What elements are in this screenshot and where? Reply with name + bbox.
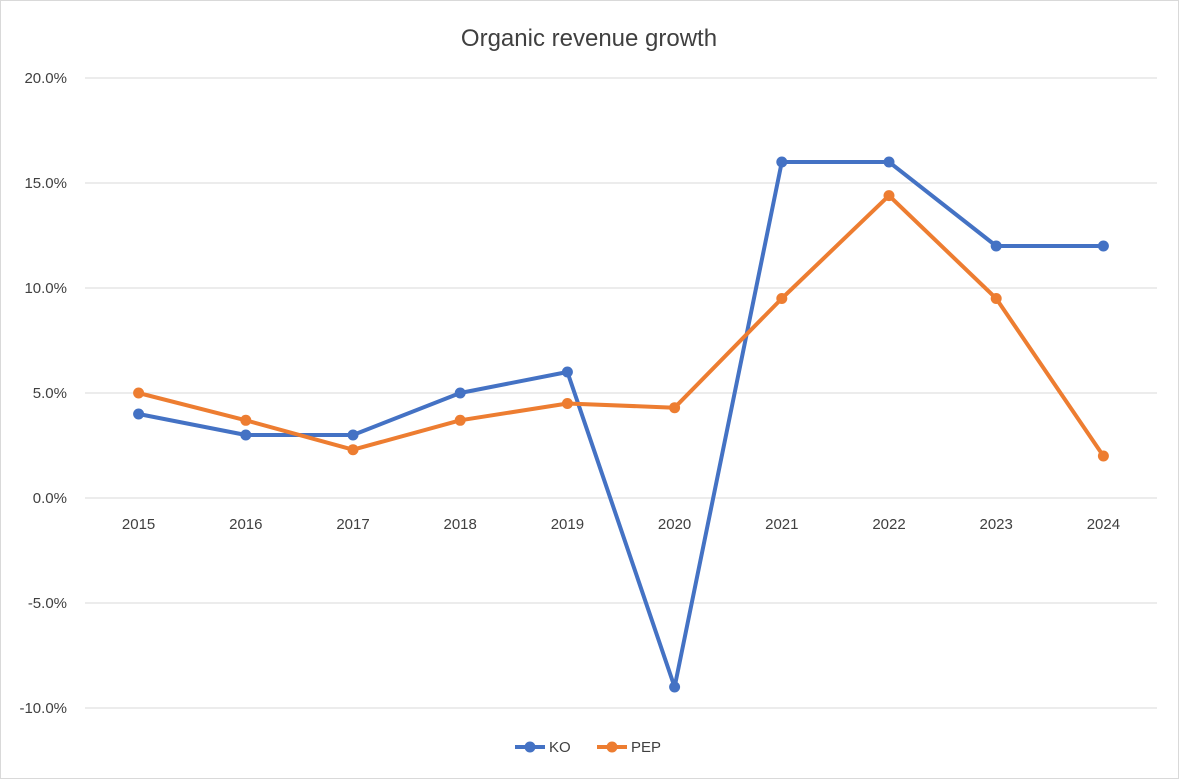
data-point-pep-2019 (562, 398, 573, 409)
data-point-ko-2019 (562, 367, 573, 378)
x-tick-label: 2019 (551, 516, 584, 533)
data-point-pep-2021 (776, 293, 787, 304)
data-point-ko-2023 (991, 241, 1002, 252)
legend: KO PEP (515, 739, 661, 756)
y-tick-label: 15.0% (24, 175, 67, 192)
series-layer (133, 157, 1109, 693)
y-tick-label: -5.0% (28, 595, 67, 612)
x-tick-label: 2023 (980, 516, 1013, 533)
data-point-pep-2018 (455, 415, 466, 426)
x-tick-label: 2016 (229, 516, 262, 533)
data-point-ko-2024 (1098, 241, 1109, 252)
data-point-ko-2017 (348, 430, 359, 441)
x-tick-label: 2018 (444, 516, 477, 533)
y-tick-label: 20.0% (24, 70, 67, 87)
y-tick-label: 10.0% (24, 280, 67, 297)
x-tick-label: 2017 (336, 516, 369, 533)
legend-entry-ko: KO (515, 739, 571, 756)
series-line-pep (139, 196, 1104, 456)
data-point-pep-2015 (133, 388, 144, 399)
y-tick-label: -10.0% (19, 700, 67, 717)
x-tick-label: 2022 (872, 516, 905, 533)
gridlines (85, 78, 1157, 708)
legend-label-ko: KO (549, 739, 571, 756)
chart-title: Organic revenue growth (461, 25, 717, 52)
data-point-ko-2015 (133, 409, 144, 420)
series-pep (133, 190, 1109, 461)
x-tick-label: 2020 (658, 516, 691, 533)
data-point-pep-2020 (669, 402, 680, 413)
line-chart: Organic revenue growth 20.0% 15.0% 10.0% 5.… (0, 0, 1179, 779)
legend-marker-pep (607, 742, 618, 753)
data-point-ko-2016 (240, 430, 251, 441)
data-point-pep-2024 (1098, 451, 1109, 462)
data-point-ko-2021 (776, 157, 787, 168)
y-tick-label: 5.0% (33, 385, 67, 402)
x-tick-label: 2015 (122, 516, 155, 533)
data-point-ko-2020 (669, 682, 680, 693)
legend-label-pep: PEP (631, 739, 661, 756)
legend-marker-ko (525, 742, 536, 753)
y-tick-label: 0.0% (33, 490, 67, 507)
x-tick-label: 2021 (765, 516, 798, 533)
data-point-pep-2023 (991, 293, 1002, 304)
y-axis-tick-labels: 20.0% 15.0% 10.0% 5.0% 0.0% -5.0% -10.0% (19, 70, 67, 717)
data-point-pep-2017 (348, 444, 359, 455)
data-point-ko-2018 (455, 388, 466, 399)
series-ko (133, 157, 1109, 693)
legend-entry-pep: PEP (597, 739, 661, 756)
data-point-pep-2016 (240, 415, 251, 426)
data-point-ko-2022 (884, 157, 895, 168)
series-line-ko (139, 162, 1104, 687)
x-tick-label: 2024 (1087, 516, 1120, 533)
data-point-pep-2022 (884, 190, 895, 201)
